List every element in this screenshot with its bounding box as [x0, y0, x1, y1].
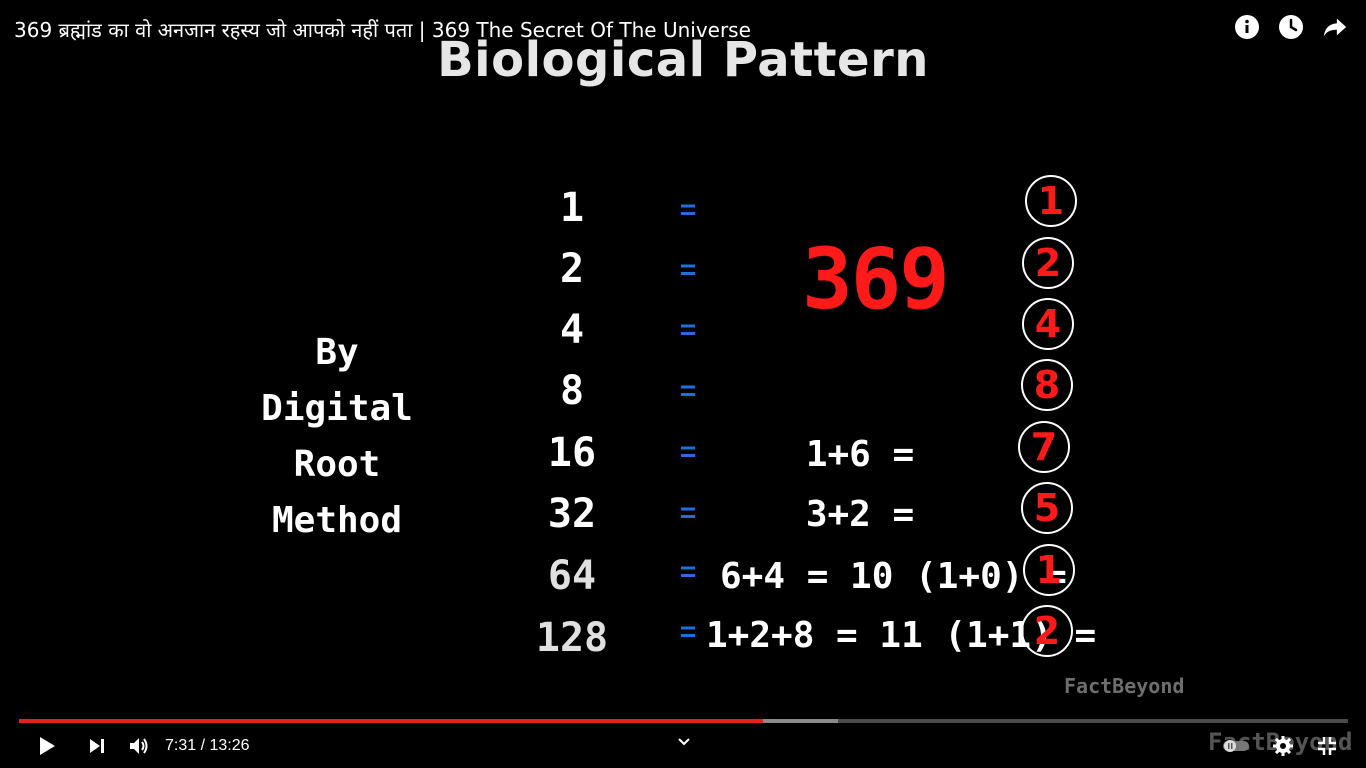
number-cell: 128	[535, 615, 609, 661]
top-bar: 369 ब्रह्मांड का वो अनजान रहस्य जो आपको …	[0, 0, 1366, 56]
method-label-line-3: Method	[271, 500, 403, 541]
progress-played	[19, 719, 763, 723]
expression: 1+2+8 = 11 (1+1) =	[706, 615, 1097, 656]
time-display: 7:31 / 13:26	[165, 737, 250, 754]
method-label-line-1: By	[315, 332, 359, 373]
number-cell: 8	[559, 368, 585, 414]
equals-sign: =	[679, 375, 697, 406]
number-cell: 64	[547, 553, 597, 599]
number-cell: 4	[559, 307, 585, 353]
digital-root-circle: 1	[1023, 544, 1075, 596]
equals-sign: =	[679, 497, 697, 528]
number-cell: 1	[559, 185, 585, 231]
equals-sign: =	[679, 556, 697, 587]
player-controls: 7:31 / 13:26 FactBeyond	[0, 728, 1366, 764]
next-icon[interactable]	[84, 730, 110, 762]
top-icons	[1234, 14, 1348, 40]
autoplay-toggle[interactable]	[1222, 730, 1250, 762]
digital-root-circle: 4	[1022, 298, 1074, 350]
number-cell: 16	[547, 430, 597, 476]
digital-root-circle: 8	[1021, 359, 1073, 411]
number-cell: 32	[547, 491, 597, 537]
expression: 3+2 =	[805, 494, 915, 535]
video-title[interactable]: 369 ब्रह्मांड का वो अनजान रहस्य जो आपको …	[14, 18, 751, 42]
method-label: By Digital Root Method	[222, 325, 452, 549]
equals-sign: =	[679, 314, 697, 345]
slide-title: Biological Pattern	[437, 32, 929, 88]
exit-fullscreen-icon[interactable]	[1314, 730, 1340, 762]
clock-icon[interactable]	[1278, 14, 1304, 40]
equals-sign: =	[679, 436, 697, 467]
digital-root-circle: 1	[1025, 175, 1077, 227]
digital-root-circle: 5	[1021, 482, 1073, 534]
progress-bar[interactable]	[19, 719, 1348, 723]
info-icon[interactable]	[1234, 14, 1260, 40]
expression: 1+6 =	[805, 434, 915, 475]
settings-icon[interactable]	[1270, 730, 1296, 762]
method-label-line-2: Digital Root	[261, 388, 413, 485]
number-cell: 2	[559, 246, 585, 292]
digital-root-circle: 7	[1018, 421, 1070, 473]
play-icon[interactable]	[34, 730, 60, 762]
digital-root-circle: 2	[1021, 605, 1073, 657]
equals-sign: =	[679, 194, 697, 225]
chevron-down-icon[interactable]	[674, 734, 694, 750]
highlight-369: 369	[802, 230, 950, 328]
equals-sign: =	[679, 616, 697, 647]
expression: 6+4 = 10 (1+0) =	[720, 556, 1067, 597]
channel-watermark: FactBeyond	[1064, 674, 1185, 698]
equals-sign: =	[679, 254, 697, 285]
share-icon[interactable]	[1322, 14, 1348, 40]
digital-root-circle: 2	[1022, 237, 1074, 289]
volume-icon[interactable]	[126, 730, 152, 762]
